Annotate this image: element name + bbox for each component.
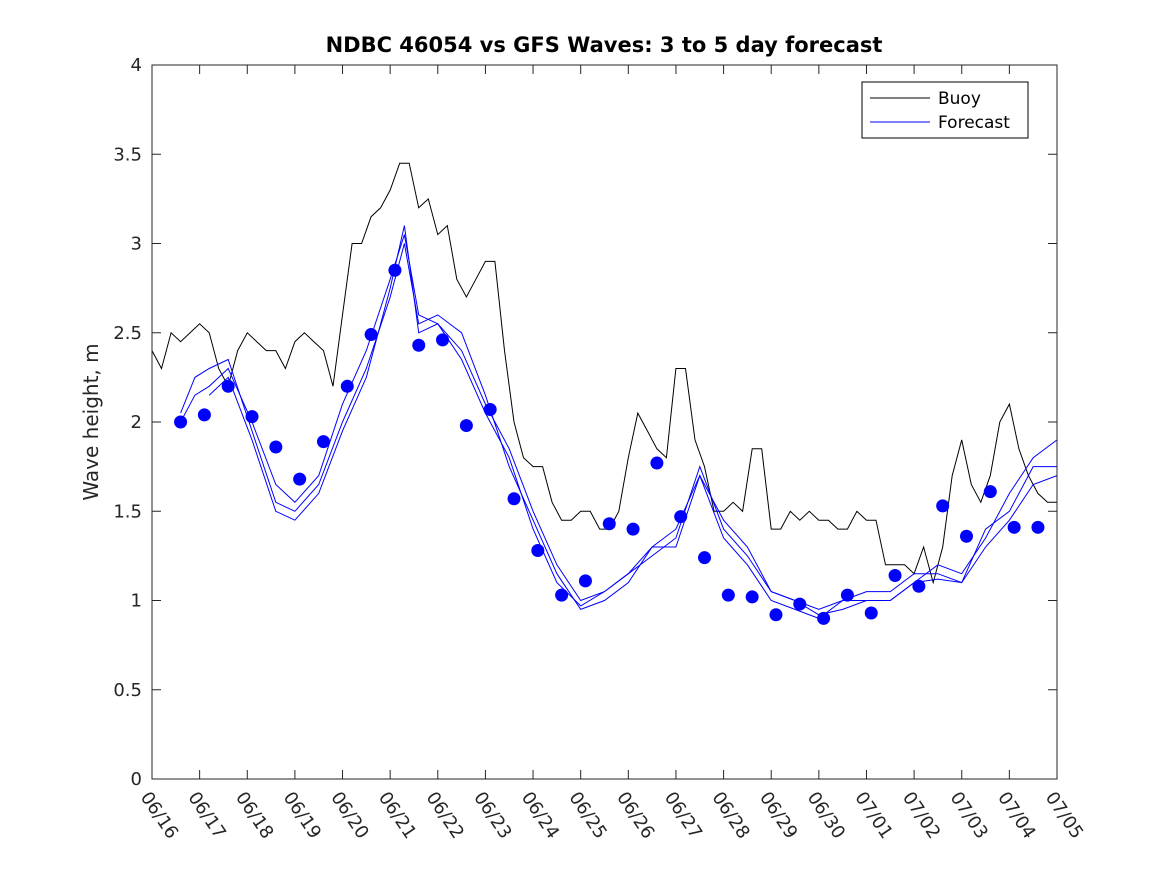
forecast-marker [983,485,997,499]
plot-frame [151,64,1058,780]
x-tick-label: 07/03 [946,788,992,843]
x-axis: 06/16 06/17 06/18 06/19 06/20 06/21 06/22 06/23… [136,65,1087,843]
forecast-marker [626,522,640,536]
y-tick-label: 2.5 [113,323,142,344]
x-tick-label: 06/18 [231,788,277,843]
forecast-marker [555,588,569,602]
forecast-marker [745,590,759,604]
y-tick-label: 0 [131,769,142,790]
forecast-marker [817,611,831,625]
forecast-marker [340,379,354,393]
y-tick-label: 4 [131,55,142,76]
x-tick-label: 06/24 [517,788,563,843]
forecast-marker [269,440,283,454]
forecast-marker [364,328,378,342]
forecast-marker [507,492,521,506]
forecast-marker [197,408,211,422]
series-lines [151,162,1058,619]
forecast-marker [650,456,664,470]
forecast-marker [602,517,616,531]
forecast-marker [316,435,330,449]
forecast-marker [436,333,450,347]
forecast-marker [1007,520,1021,534]
forecast-marker [888,569,902,583]
forecast-marker [769,608,783,622]
forecast-marker [674,510,688,524]
y-tick-label: 1.5 [113,501,142,522]
x-tick-label: 06/23 [469,788,515,843]
x-tick-label: 06/16 [136,788,182,843]
x-tick-label: 06/22 [422,788,468,843]
x-tick-label: 06/27 [660,788,706,843]
legend-forecast-label: Forecast [938,113,1010,133]
y-tick-label: 2 [131,412,142,433]
forecast-marker [221,379,235,393]
legend: Buoy Forecast [861,81,1029,139]
x-tick-label: 06/30 [803,788,849,843]
y-tick-label: 0.5 [113,680,142,701]
y-axis: 0 0.5 1 1.5 2 2.5 3 3.5 4 [113,55,1057,790]
x-tick-label: 06/25 [565,788,611,843]
forecast-marker [245,410,259,424]
forecast-marker [531,544,545,558]
forecast-marker [936,499,950,513]
forecast-marker [840,588,854,602]
y-tick-label: 3 [131,234,142,255]
x-tick-label: 06/19 [279,788,325,843]
forecast-line [180,243,1058,619]
buoy-line [151,162,1057,585]
forecast-marker [459,419,473,433]
forecast-line [180,234,1057,610]
forecast-marker [1031,520,1045,534]
forecast-line [208,225,1058,616]
legend-box [861,81,1029,139]
x-tick-label: 06/29 [755,788,801,843]
x-tick-label: 07/01 [850,788,896,843]
forecast-marker [960,529,973,543]
legend-buoy-label: Buoy [938,89,981,109]
forecast-marker [721,588,735,602]
x-tick-label: 06/21 [374,788,420,843]
x-tick-label: 07/04 [993,788,1039,843]
markers [174,263,1045,625]
forecast-marker [864,606,878,620]
forecast-marker [698,551,712,565]
x-tick-label: 06/26 [612,788,658,843]
forecast-marker [483,403,497,417]
forecast-marker [293,472,307,486]
x-tick-label: 07/02 [898,788,944,843]
x-tick-label: 06/17 [183,788,229,843]
y-tick-label: 3.5 [113,144,142,165]
x-tick-label: 07/05 [1041,788,1087,843]
forecast-marker [793,597,807,611]
forecast-marker [388,263,402,277]
y-axis-label: Wave height, m [79,343,103,500]
forecast-marker [412,338,426,352]
y-tick-label: 1 [131,591,142,612]
chart-title: NDBC 46054 vs GFS Waves: 3 to 5 day fore… [326,33,883,57]
forecast-marker [578,574,592,588]
x-tick-label: 06/28 [707,788,753,843]
forecast-marker [174,415,188,429]
x-tick-label: 06/20 [326,788,372,843]
forecast-marker [912,579,926,593]
